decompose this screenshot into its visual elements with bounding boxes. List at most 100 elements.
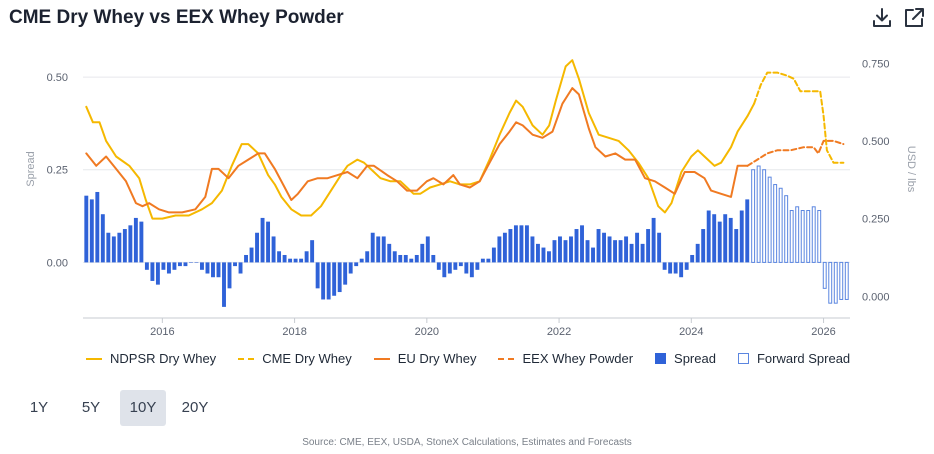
legend-label: EEX Whey Powder [522,351,634,366]
spread-bar [277,251,282,263]
forward-spread-bar [800,210,805,263]
forward-spread-bar [773,184,778,263]
legend-item-spread[interactable]: Spread [655,351,716,366]
legend-item-forward-spread[interactable]: Forward Spread [737,351,851,366]
spread-bar [260,217,265,263]
forward-spread-bar [844,261,849,300]
spread-bar [266,221,271,263]
spread-bar [106,232,111,263]
spread-bar [89,199,94,263]
spread-bar [200,262,204,270]
spread-bar [255,232,260,263]
spread-bar [613,240,618,263]
series-line-eex-whey-powder [746,139,845,167]
spread-bar [624,236,629,263]
spread-bar [491,247,496,263]
spread-bar [310,240,315,263]
spread-bar [668,262,673,274]
spread-bar [651,217,656,263]
spread-bar [695,243,700,263]
right-tick-label: 0.250 [862,214,890,226]
spread-bar [211,262,215,278]
spread-bar [486,258,491,263]
forward-spread-bar [778,187,783,263]
spread-bar [144,262,149,270]
spread-bar [580,225,584,263]
legend-item-ndpsr[interactable]: NDPSR Dry Whey [86,351,216,366]
spread-bar [177,262,182,267]
spread-bar [690,254,695,263]
spread-bar [701,229,706,263]
spread-bar [480,258,485,263]
x-tick-label: 2016 [150,326,174,338]
range-button-1y[interactable]: 1Y [29,399,49,416]
spread-bar [585,240,590,263]
right-tick-label: 0.750 [862,58,890,70]
spread-bar [133,217,138,263]
forward-spread-bar [751,169,756,263]
spread-bar [249,247,254,263]
spread-bar [425,236,430,263]
spread-bar [216,262,221,278]
spread-bar [640,243,645,263]
legend-label: Forward Spread [756,351,851,366]
spread-bar [547,251,551,263]
legend-label: Spread [674,351,716,366]
spread-bar [475,262,480,270]
legend-item-eex[interactable]: EEX Whey Powder [498,351,633,366]
spread-bar [161,262,166,270]
forward-spread-bar [806,210,811,263]
range-button-5y[interactable]: 5Y [81,399,101,416]
spread-bar [739,210,744,263]
x-tick-label: 2026 [811,326,835,338]
spread-bar [591,247,595,263]
spread-bar [376,236,381,263]
spread-bar [541,247,546,263]
legend-swatch [373,357,390,360]
spread-bar [646,229,651,263]
legend-swatch [238,357,255,360]
x-tick-label: 2018 [282,326,306,338]
range-button-10y[interactable]: 10Y [120,390,166,426]
spread-bar [282,254,287,263]
right-axis-title: USD / lbs [905,146,917,193]
spread-bar [420,243,425,263]
legend-swatch [498,357,515,360]
spread-bar [442,262,447,278]
spread-bar [227,262,232,289]
spread-bar [194,262,199,263]
spread-bar [530,236,535,263]
spread-bar [117,232,122,263]
spread-bar [684,262,689,270]
spread-bar [447,262,452,274]
spread-bar [502,232,507,263]
spread-bar [172,262,177,270]
spread-bar [596,229,601,263]
spread-bar [205,262,210,274]
forward-spread-bar [784,195,789,263]
range-button-20y[interactable]: 20Y [181,399,209,416]
range-selector: 1Y 5Y 10Y 20Y [16,390,218,426]
forward-spread-bar [817,210,822,263]
legend-label: CME Dry Whey [262,351,352,366]
spread-bar [458,262,463,267]
forward-spread-bar [811,206,816,263]
legend-label: EU Dry Whey [397,351,477,366]
spread-bar [602,232,606,263]
spread-bar [387,243,392,263]
spread-bar [453,262,458,270]
forward-spread-bar [795,206,800,263]
spread-bar [139,221,144,263]
legend-item-cme[interactable]: CME Dry Whey [238,351,352,366]
download-icon[interactable] [870,6,894,30]
left-tick-label: 0.00 [47,257,68,269]
spread-bar [128,225,133,263]
spread-bar [552,240,557,263]
spread-bar [343,262,348,285]
series-line-eu-dry-whey [85,87,749,214]
external-link-icon[interactable] [902,6,926,30]
spread-bar [111,236,116,263]
spread-bar [497,236,502,263]
spread-bar [381,236,386,263]
legend-item-eu[interactable]: EU Dry Whey [373,351,477,366]
